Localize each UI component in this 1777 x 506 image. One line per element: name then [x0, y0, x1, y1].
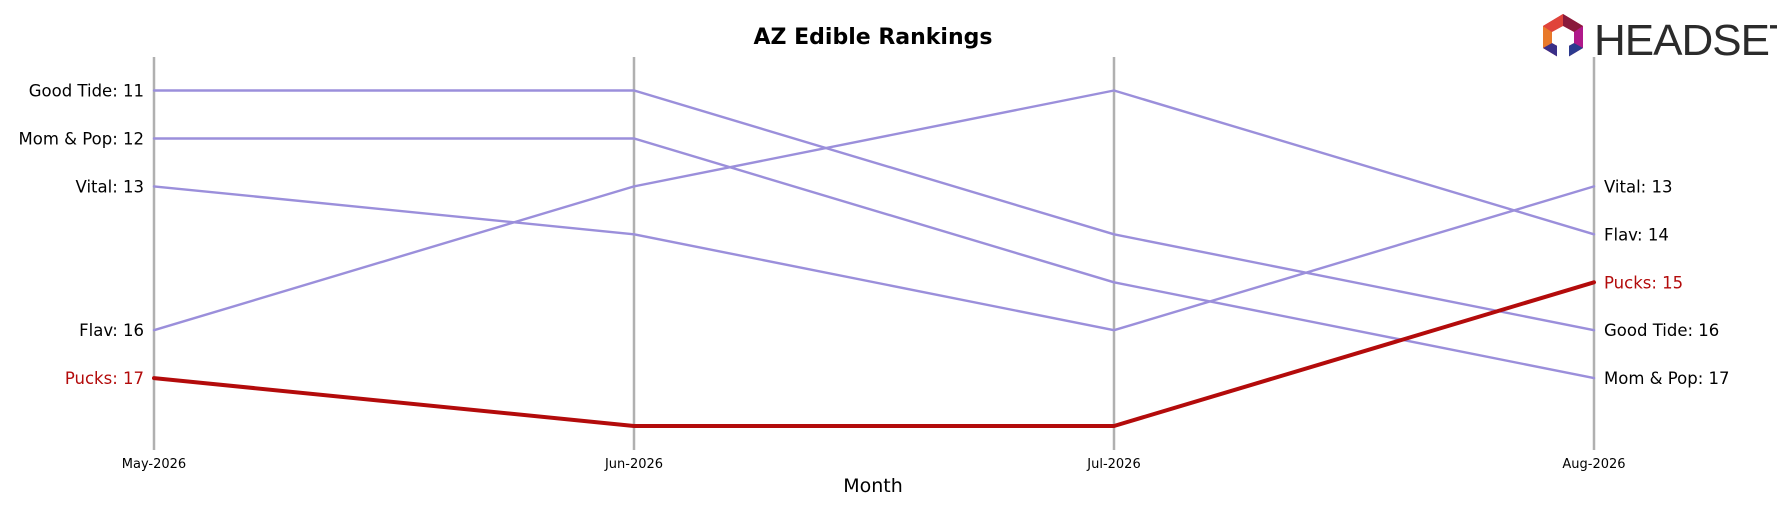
left-label-mom-pop: Mom & Pop: 12 — [19, 129, 145, 148]
series-lines — [152, 89, 1596, 428]
series-line-mom-pop — [152, 137, 1596, 380]
x-tick-jul-2026: Jul-2026 — [1086, 457, 1140, 472]
left-label-good-tide: Good Tide: 11 — [29, 82, 144, 101]
series-line-pucks — [152, 280, 1596, 428]
x-tick-labels: May-2026 Jun-2026 Jul-2026 Aug-2026 — [122, 457, 1626, 472]
left-label-pucks: Pucks: 17 — [65, 369, 144, 388]
headset-logo: HEADSET — [1543, 14, 1777, 65]
right-label-flav: Flav: 14 — [1604, 225, 1669, 244]
left-label-vital: Vital: 13 — [76, 177, 144, 196]
logo-mark-icon — [1543, 14, 1583, 62]
series-labels: Good Tide: 11 Good Tide: 16 Mom & Pop: 12 M… — [19, 82, 1730, 389]
series-line-vital — [152, 185, 1596, 332]
right-label-mom-pop: Mom & Pop: 17 — [1604, 369, 1730, 388]
right-label-vital: Vital: 13 — [1604, 177, 1672, 196]
x-tick-may-2026: May-2026 — [122, 457, 186, 472]
logo-text: HEADSET — [1594, 16, 1777, 65]
x-axis-label: Month — [843, 475, 903, 497]
series-line-flav — [152, 89, 1596, 332]
x-tick-jun-2026: Jun-2026 — [604, 457, 663, 472]
chart-title: AZ Edible Rankings — [754, 25, 993, 50]
right-label-pucks: Pucks: 15 — [1604, 273, 1683, 292]
series-line-good-tide — [152, 89, 1596, 332]
left-label-flav: Flav: 16 — [79, 321, 144, 340]
vertical-gridlines — [152, 57, 1596, 450]
right-label-good-tide: Good Tide: 16 — [1604, 321, 1719, 340]
x-tick-aug-2026: Aug-2026 — [1562, 457, 1625, 472]
